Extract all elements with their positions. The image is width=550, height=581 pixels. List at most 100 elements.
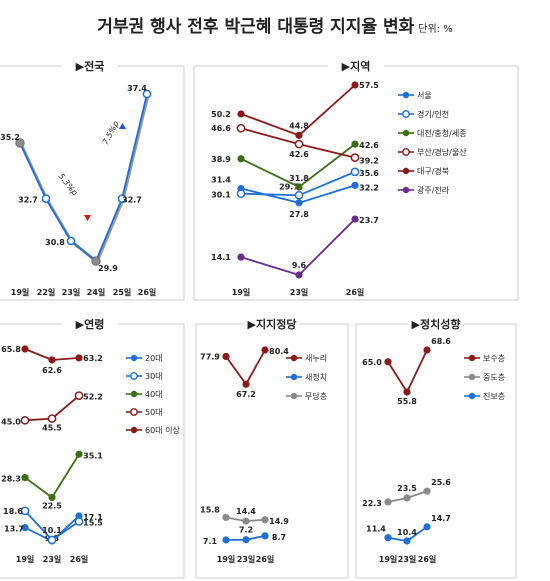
legend-label-region-2: 대전/충청/세종 [417, 128, 467, 138]
legend-marker-region-0 [402, 91, 410, 99]
unit-label: 단위: % [418, 24, 453, 35]
data-label-national-0-4: 32.7 [122, 196, 142, 205]
point-ideology-2-0 [384, 534, 392, 542]
point-age-3-1 [47, 414, 57, 423]
point-region-3-2 [350, 153, 360, 162]
point-region-0-2 [351, 181, 359, 189]
point-national-0-2 [66, 236, 76, 246]
data-label-ideology-2-1: 10.4 [397, 528, 417, 537]
x-tick-label-age-2: 26일 [70, 554, 89, 564]
series-shadow-national [19, 94, 150, 265]
point-age-2-1 [48, 493, 56, 502]
point-ideology-1-0 [384, 498, 392, 506]
point-region-0-1 [295, 199, 303, 207]
data-label-age-1-0: 18.6 [3, 507, 23, 516]
point-age-4-1 [48, 356, 56, 364]
series-line-national-0 [19, 93, 148, 263]
point-ideology-0-0 [384, 358, 392, 366]
legend-marker-region-4 [402, 167, 410, 175]
data-label-age-4-0: 65.8 [1, 345, 21, 354]
data-label-party-2-2: 14.9 [269, 517, 289, 526]
data-label-national-0-2: 30.8 [45, 238, 65, 247]
x-tick-label-national-5: 26일 [138, 287, 157, 297]
point-age-1-1 [47, 535, 57, 545]
panel-title-bg-age [62, 316, 118, 332]
legend-marker-ideology-1 [468, 373, 476, 381]
legend-label-region-3: 부산/경남/울산 [417, 147, 467, 157]
x-tick-label-national-3: 24일 [87, 287, 106, 297]
point-region-1-0 [236, 189, 246, 199]
point-age-0-0 [21, 524, 29, 532]
data-label-region-5-2: 23.7 [359, 216, 379, 225]
panel-title-region: ▶지역 [342, 59, 371, 73]
x-tick-label-party-0: 19일 [217, 554, 236, 564]
data-label-age-1-2: 15.5 [83, 518, 103, 527]
legend-label-party-1: 새정치 [305, 372, 327, 382]
legend-marker-region-2 [402, 129, 410, 137]
legend-label-age-0: 20대 [145, 354, 163, 363]
point-age-2-2 [75, 450, 83, 458]
panel-title-age: ▶연령 [76, 317, 105, 331]
data-label-region-2-2: 42.6 [359, 141, 379, 150]
point-region-2-0 [237, 155, 245, 163]
legend-marker-age-2 [130, 390, 138, 398]
data-label-region-0-0: 31.4 [211, 176, 231, 185]
data-label-age-3-0: 45.0 [1, 417, 21, 426]
data-label-ideology-0-0: 65.0 [362, 358, 382, 367]
legend-marker-region-5 [402, 186, 410, 194]
page-title: 거부권 행사 전후 박근혜 대통령 지지율 변화 단위: % [0, 12, 550, 37]
data-label-ideology-0-2: 68.6 [431, 337, 451, 346]
point-national-0-3 [91, 256, 101, 266]
point-party-0-1 [242, 380, 250, 388]
point-region-3-0 [236, 123, 246, 133]
legend-label-age-3: 50대 [145, 408, 163, 417]
data-label-party-1-0: 7.1 [203, 537, 218, 546]
x-tick-label-ideology-1: 23일 [398, 554, 417, 564]
data-label-national-0-5: 37.4 [127, 84, 147, 93]
legend-label-ideology-1: 중도층 [483, 373, 505, 382]
point-party-2-1 [242, 517, 250, 525]
x-tick-label-national-2: 23일 [62, 287, 81, 297]
point-age-4-2 [75, 354, 83, 362]
x-tick-label-party-1: 23일 [237, 554, 256, 564]
data-label-ideology-2-2: 14.7 [431, 514, 451, 523]
legend-marker-age-3 [130, 408, 138, 416]
data-label-party-0-1: 67.2 [236, 390, 256, 399]
point-party-0-0 [222, 352, 230, 361]
data-label-national-0-3: 29.9 [98, 264, 118, 273]
point-party-1-2 [261, 532, 269, 540]
data-label-age-2-1: 22.5 [42, 501, 62, 510]
data-label-age-2-2: 35.1 [83, 451, 103, 460]
point-age-3-2 [74, 391, 84, 400]
point-party-0-2 [261, 346, 269, 354]
data-label-party-0-2: 80.4 [269, 347, 289, 356]
legend-marker-age-4 [130, 426, 138, 434]
data-label-region-5-1: 9.6 [292, 261, 307, 270]
panel-title-national: ▶전국 [76, 59, 105, 73]
data-label-region-1-0: 30.1 [211, 191, 231, 200]
data-label-ideology-2-0: 11.4 [366, 525, 386, 534]
x-tick-label-national-1: 22일 [37, 287, 56, 297]
legend-label-age-1: 30대 [145, 372, 163, 381]
data-label-party-2-0: 15.8 [200, 505, 220, 514]
data-label-ideology-1-2: 25.6 [431, 478, 451, 487]
point-national-0-1 [41, 194, 51, 204]
down-triangle-icon [84, 215, 91, 221]
data-label-party-2-1: 14.4 [236, 507, 256, 516]
series-line-party-0 [225, 349, 266, 386]
x-tick-label-party-2: 26일 [256, 554, 275, 564]
x-tick-label-national-4: 25일 [113, 287, 132, 297]
point-region-5-1 [295, 271, 303, 279]
point-age-1-0 [20, 506, 30, 516]
x-tick-label-age-0: 19일 [16, 554, 35, 564]
data-label-region-3-2: 39.2 [359, 157, 379, 166]
annotation-drop: 5.3%p [57, 172, 80, 198]
data-label-age-3-2: 52.2 [83, 393, 103, 402]
panel-title-ideology: ▶정치성향 [412, 317, 461, 331]
point-age-3-0 [20, 415, 30, 425]
data-label-region-0-2: 32.2 [359, 183, 379, 192]
point-age-1-2 [74, 517, 84, 526]
point-party-1-1 [242, 536, 250, 544]
